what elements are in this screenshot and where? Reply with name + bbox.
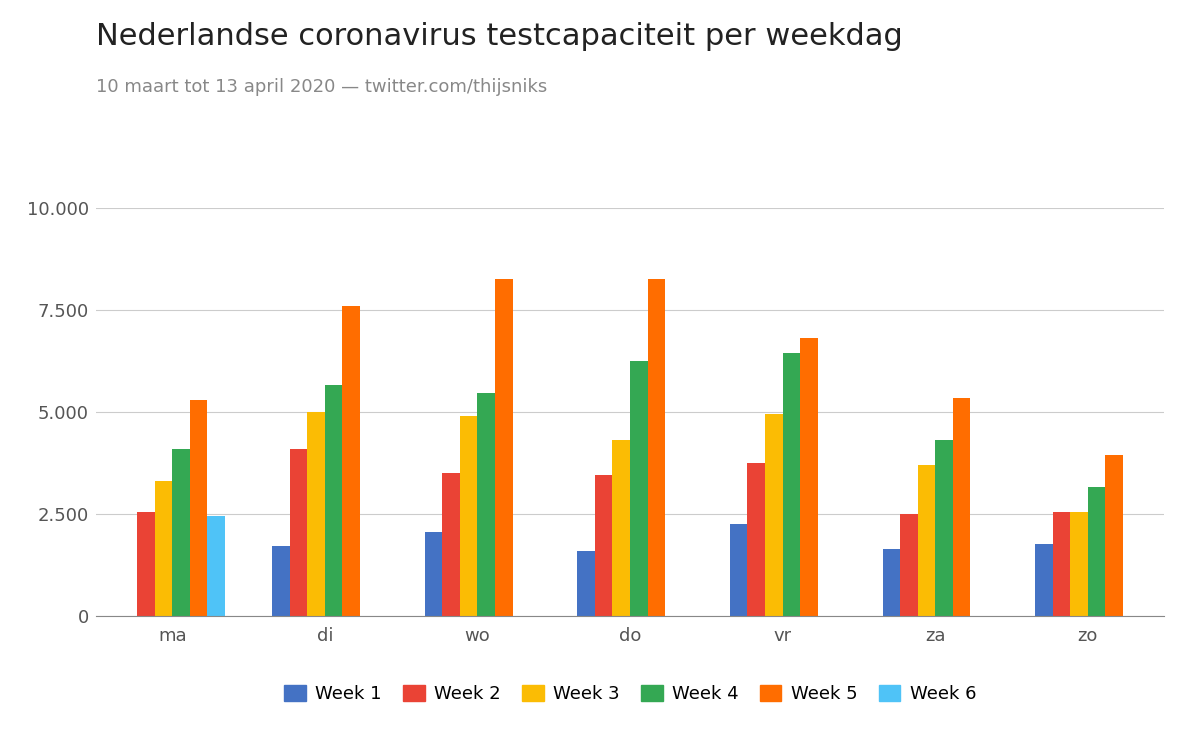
Bar	[648, 279, 665, 616]
Bar	[766, 414, 782, 616]
Bar	[918, 464, 935, 616]
Bar	[782, 352, 800, 616]
Bar	[342, 306, 360, 616]
Bar	[800, 338, 817, 616]
Bar	[577, 551, 595, 616]
Bar	[882, 548, 900, 616]
Bar	[1052, 512, 1070, 616]
Text: 10 maart tot 13 april 2020 — twitter.com/thijsniks: 10 maart tot 13 april 2020 — twitter.com…	[96, 78, 547, 96]
Bar	[748, 463, 766, 616]
Bar	[190, 399, 208, 616]
Bar	[137, 512, 155, 616]
Bar	[1070, 512, 1087, 616]
Bar	[1105, 455, 1123, 616]
Bar	[325, 385, 342, 616]
Bar	[478, 393, 494, 616]
Legend: Week 1, Week 2, Week 3, Week 4, Week 5, Week 6: Week 1, Week 2, Week 3, Week 4, Week 5, …	[277, 678, 983, 711]
Bar	[953, 398, 971, 616]
Bar	[443, 473, 460, 616]
Bar	[425, 532, 443, 616]
Bar	[173, 448, 190, 616]
Bar	[612, 440, 630, 616]
Text: Nederlandse coronavirus testcapaciteit per weekdag: Nederlandse coronavirus testcapaciteit p…	[96, 22, 902, 51]
Bar	[1036, 545, 1052, 616]
Bar	[630, 361, 648, 616]
Bar	[208, 516, 224, 616]
Bar	[935, 440, 953, 616]
Bar	[307, 412, 325, 616]
Bar	[272, 546, 289, 616]
Bar	[595, 475, 612, 616]
Bar	[900, 513, 918, 616]
Bar	[289, 448, 307, 616]
Bar	[460, 416, 478, 616]
Bar	[1087, 487, 1105, 616]
Bar	[494, 279, 512, 616]
Bar	[730, 524, 748, 616]
Bar	[155, 481, 173, 616]
